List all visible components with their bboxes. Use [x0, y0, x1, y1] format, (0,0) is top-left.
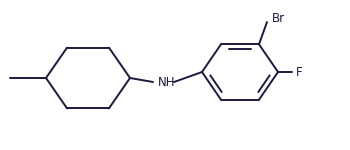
Text: Br: Br	[272, 12, 285, 24]
Text: NH: NH	[158, 75, 175, 88]
Text: F: F	[296, 66, 303, 78]
